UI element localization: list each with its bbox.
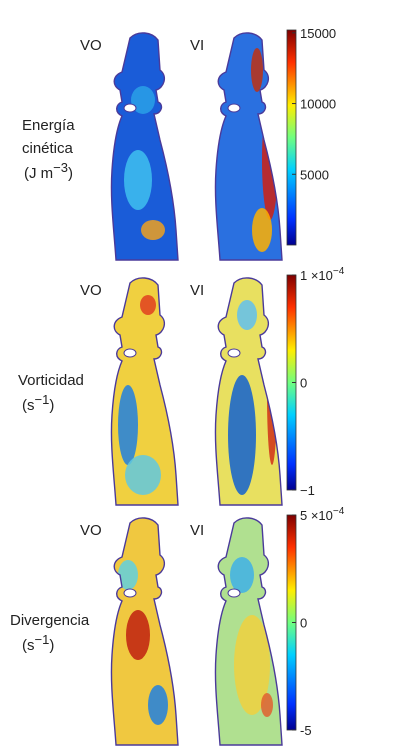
- row-unit: (s−1): [22, 392, 54, 414]
- colorbar-tick-label: 5000: [300, 167, 329, 182]
- map: [214, 277, 283, 506]
- unit-close: ): [68, 165, 73, 182]
- column-label: VO: [80, 37, 102, 54]
- map-outline: [110, 277, 179, 506]
- colorbar-tick-label: 10000: [300, 97, 336, 112]
- map: [214, 32, 283, 261]
- row-label: cinética: [22, 140, 74, 157]
- map-patch: [148, 685, 168, 725]
- island: [123, 348, 137, 358]
- unit-text: (s: [22, 637, 35, 654]
- colorbar-tick-label: 0: [300, 376, 307, 391]
- tick-text: 1 ×10: [300, 268, 333, 283]
- island: [123, 588, 137, 598]
- unit-exponent: −1: [35, 392, 50, 407]
- tick-text: -5: [300, 723, 312, 738]
- unit-close: ): [49, 637, 54, 654]
- map-outline: [110, 517, 179, 746]
- unit-exponent: −3: [53, 160, 68, 175]
- map: [110, 32, 179, 261]
- tick-text: 0: [300, 376, 307, 391]
- tick-text: 5000: [300, 167, 329, 182]
- map-patch: [140, 295, 156, 315]
- map-patch: [252, 208, 272, 252]
- colorbar-tick-label: 1 ×10−4: [300, 266, 345, 283]
- map-patch: [126, 610, 150, 660]
- unit-exponent: −1: [35, 632, 50, 647]
- row-label: Energía: [22, 117, 75, 134]
- map: [214, 517, 283, 746]
- column-label: VO: [80, 282, 102, 299]
- column-label: VI: [190, 522, 204, 539]
- map-patch: [141, 220, 165, 240]
- colorbar-tick-label: 15000: [300, 26, 336, 41]
- map-outline: [110, 32, 179, 261]
- tick-exponent: −4: [333, 266, 345, 277]
- map-patch: [261, 693, 273, 717]
- tick-text: 5 ×10: [300, 508, 333, 523]
- column-label: VO: [80, 522, 102, 539]
- island: [123, 103, 137, 113]
- map-patch: [118, 385, 138, 465]
- map-patch: [251, 48, 263, 92]
- map-patch: [230, 557, 254, 593]
- map-fill: [215, 32, 282, 261]
- row-unit: (J m−3): [24, 160, 73, 182]
- map-patch: [262, 100, 278, 220]
- column-label: VI: [190, 37, 204, 54]
- tick-text: 15000: [300, 26, 336, 41]
- island: [227, 348, 241, 358]
- column-label: VI: [190, 282, 204, 299]
- tick-text: 0: [300, 616, 307, 631]
- unit-text: (s: [22, 397, 35, 414]
- map-patch: [234, 615, 270, 715]
- map-patch: [118, 560, 138, 590]
- map-patch: [267, 325, 277, 465]
- unit-text: (J m: [24, 165, 53, 182]
- island: [227, 588, 241, 598]
- unit-close: ): [49, 397, 54, 414]
- colorbar: [286, 29, 297, 246]
- row-label: Divergencia: [10, 612, 90, 629]
- colorbar-tick-label: −1: [300, 483, 315, 498]
- map-patch: [124, 150, 152, 210]
- map-outline: [214, 32, 283, 261]
- island: [227, 103, 241, 113]
- colorbar-tick-label: 0: [300, 616, 307, 631]
- colorbar-tick-label: 5 ×10−4: [300, 506, 345, 523]
- map-fill: [111, 32, 178, 261]
- map-patch: [131, 86, 155, 114]
- map-outline: [214, 517, 283, 746]
- map-patch: [125, 455, 161, 495]
- map-patch: [228, 375, 256, 495]
- tick-text: 10000: [300, 97, 336, 112]
- map: [110, 277, 179, 506]
- map-outline: [214, 277, 283, 506]
- map: [110, 517, 179, 746]
- map-patch: [237, 300, 257, 330]
- row-label: Vorticidad: [18, 372, 84, 389]
- tick-exponent: −4: [333, 506, 345, 517]
- row-unit: (s−1): [22, 632, 54, 654]
- colorbar-tick-label: -5: [300, 723, 312, 738]
- tick-text: −1: [300, 483, 315, 498]
